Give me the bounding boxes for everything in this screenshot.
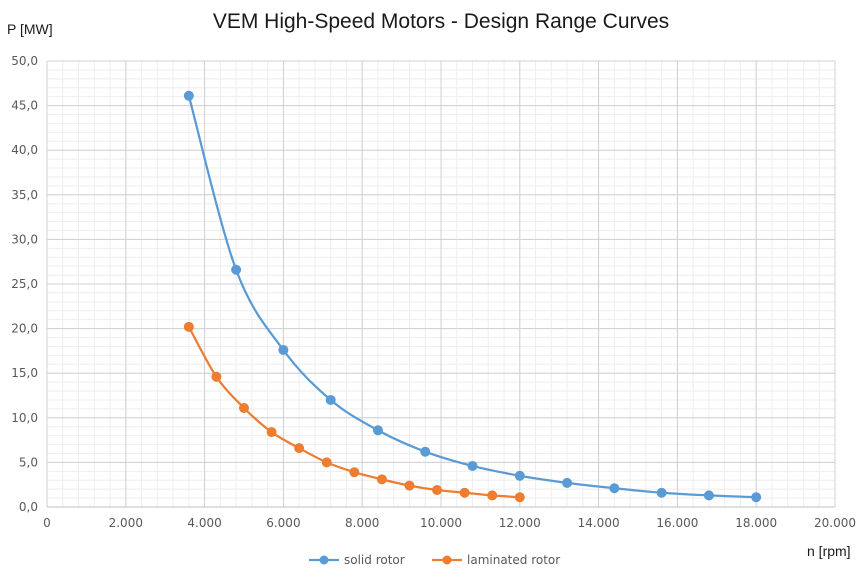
data-point-laminated-rotor — [321, 457, 332, 468]
legend-label-solid-rotor: solid rotor — [344, 553, 405, 567]
data-point-laminated-rotor — [459, 487, 470, 498]
x-tick-label: 2.000 — [109, 516, 143, 530]
plot-area — [183, 90, 762, 503]
legend-item-laminated-rotor: laminated rotor — [432, 553, 560, 567]
data-point-laminated-rotor — [404, 480, 415, 491]
legend: solid rotor laminated rotor — [309, 553, 560, 567]
x-tick-label: 16.000 — [656, 516, 698, 530]
legend-marker-laminated-rotor — [442, 555, 452, 565]
x-tick-label: 12.000 — [499, 516, 541, 530]
data-point-solid-rotor — [514, 470, 525, 481]
y-tick-label: 25,0 — [11, 277, 38, 291]
y-tick-label: 0,0 — [19, 500, 38, 514]
data-point-solid-rotor — [183, 90, 194, 101]
data-point-solid-rotor — [467, 460, 478, 471]
tick-labels: 0 2.000 4.000 6.000 8.000 10.000 12.000 14.000 1… — [11, 54, 856, 530]
gridlines — [46, 60, 836, 508]
data-point-solid-rotor — [703, 490, 714, 501]
data-point-laminated-rotor — [183, 321, 194, 332]
data-point-solid-rotor — [231, 264, 242, 275]
y-tick-label: 30,0 — [11, 232, 38, 246]
data-point-laminated-rotor — [432, 485, 443, 496]
x-tick-label: 14.000 — [578, 516, 620, 530]
data-point-solid-rotor — [656, 487, 667, 498]
data-point-solid-rotor — [372, 425, 383, 436]
data-point-laminated-rotor — [514, 492, 525, 503]
x-tick-label: 10.000 — [420, 516, 462, 530]
y-tick-label: 20,0 — [11, 322, 38, 336]
y-tick-label: 35,0 — [11, 188, 38, 202]
series-laminated-rotor — [183, 321, 525, 503]
data-point-solid-rotor — [609, 483, 620, 494]
data-point-solid-rotor — [420, 446, 431, 457]
legend-marker-solid-rotor — [319, 555, 329, 565]
x-axis-label: n [rpm] — [807, 543, 851, 559]
data-point-laminated-rotor — [211, 371, 222, 382]
data-point-laminated-rotor — [239, 402, 249, 413]
data-point-solid-rotor — [751, 492, 762, 503]
data-point-laminated-rotor — [294, 443, 305, 454]
chart-title: VEM High-Speed Motors - Design Range Cur… — [213, 10, 669, 33]
x-tick-label: 20.000 — [814, 516, 856, 530]
data-point-laminated-rotor — [266, 427, 277, 438]
data-point-solid-rotor — [562, 477, 573, 488]
x-tick-label: 4.000 — [187, 516, 221, 530]
legend-item-solid-rotor: solid rotor — [309, 553, 405, 567]
data-point-laminated-rotor — [487, 490, 498, 501]
y-tick-label: 10,0 — [11, 411, 38, 425]
y-tick-label: 5,0 — [19, 455, 38, 469]
x-tick-label: 0 — [43, 516, 51, 530]
series-solid-rotor — [183, 90, 762, 503]
y-tick-label: 50,0 — [11, 54, 38, 68]
x-tick-label: 6.000 — [266, 516, 300, 530]
data-point-solid-rotor — [278, 345, 289, 356]
x-tick-label: 8.000 — [345, 516, 379, 530]
y-tick-label: 40,0 — [11, 143, 38, 157]
data-point-solid-rotor — [325, 394, 336, 405]
y-tick-label: 15,0 — [11, 366, 38, 380]
data-point-laminated-rotor — [376, 474, 387, 485]
x-tick-label: 18.000 — [735, 516, 777, 530]
y-axis-label: P [MW] — [7, 21, 53, 37]
y-tick-label: 45,0 — [11, 99, 38, 113]
data-point-laminated-rotor — [349, 467, 360, 478]
legend-label-laminated-rotor: laminated rotor — [467, 553, 560, 567]
